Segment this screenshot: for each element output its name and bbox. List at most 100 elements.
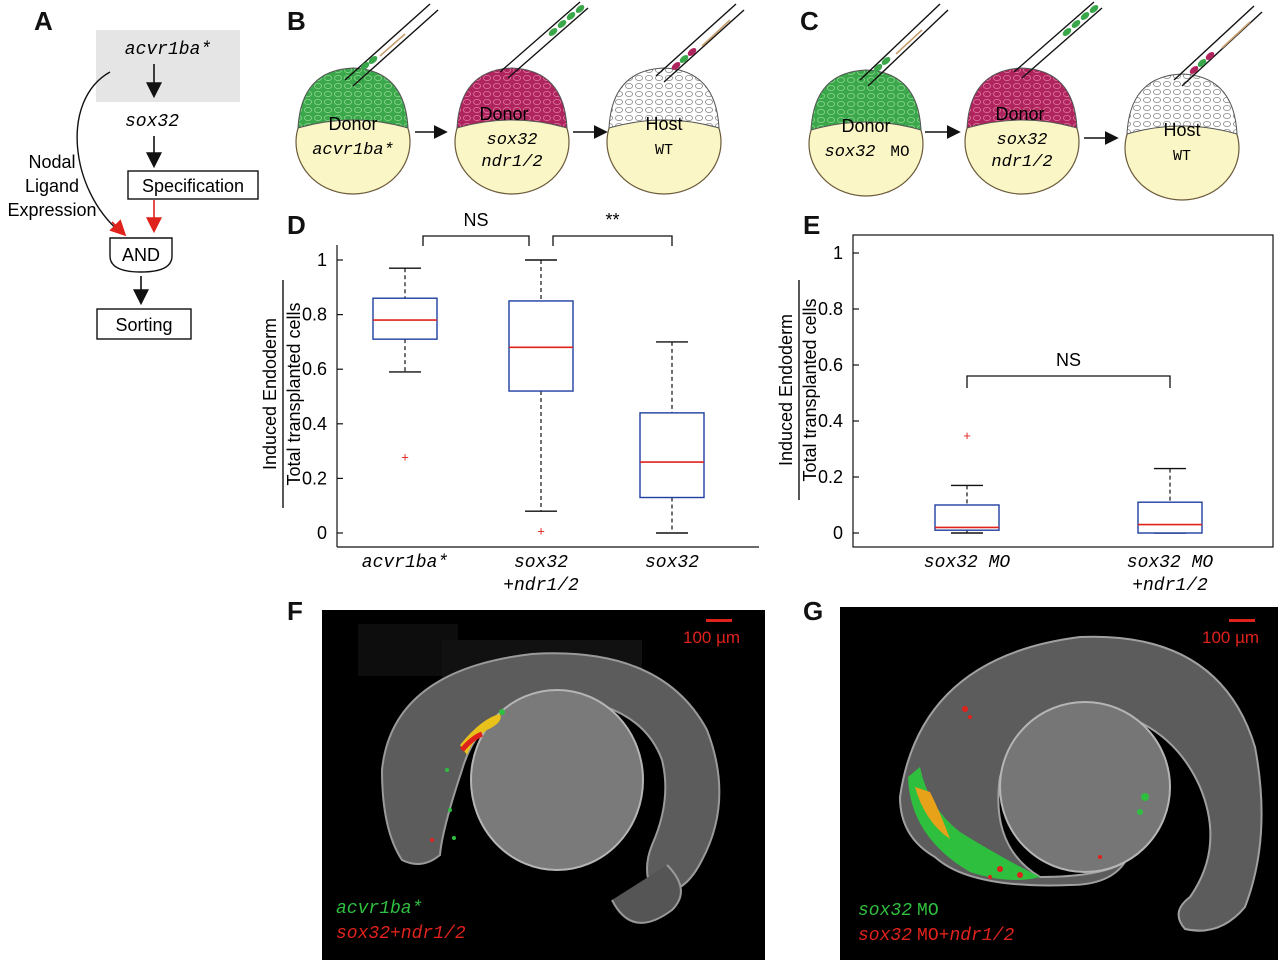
outlier-point: +	[537, 523, 545, 538]
micrograph-f-drawing	[322, 610, 765, 960]
chart-d-ylabel-numerator: Induced Endoderm	[260, 318, 280, 470]
embryo-outline	[380, 652, 721, 893]
embryo-c2: Donor sox32 ndr1/2	[964, 67, 1080, 195]
y-tick-label: 1	[317, 250, 327, 270]
panel-a-diagram: acvr1ba* sox32 Specification Nodal Ligan…	[7, 30, 259, 340]
panel-letter-e: E	[803, 210, 821, 240]
acvr1ba-highlight-box	[96, 30, 240, 102]
blastoderm-cap	[297, 67, 409, 129]
embryo-b1: Donor acvr1ba*	[295, 67, 411, 195]
embryo-c1-line2b: MO	[890, 143, 909, 161]
embryo-b2: Donor sox32 ndr1/2	[454, 67, 570, 195]
blastoderm-cap	[608, 67, 720, 129]
panel-letter-b: B	[287, 6, 306, 36]
chart-d: Induced Endoderm Total transplanted cell…	[260, 210, 759, 596]
y-tick-label: 0.8	[818, 299, 843, 319]
eye-region	[470, 689, 644, 871]
embryo-b1-line1: Donor	[328, 114, 377, 134]
embryo-c3-line1: Host	[1163, 120, 1200, 140]
legend-g-green: sox32 MO	[858, 899, 939, 921]
embryo-c1-line1: Donor	[841, 116, 890, 136]
legend-g-red-italic: sox32	[858, 926, 913, 946]
panel-letter-g: G	[803, 596, 824, 626]
box-iqr	[1137, 501, 1203, 534]
category-label: acvr1ba*	[362, 553, 448, 573]
significance-label: NS	[1056, 350, 1081, 370]
legend-f-red: sox32+ndr1/2	[336, 924, 466, 944]
category-label: sox32	[645, 553, 699, 573]
and-gate-shape	[109, 237, 173, 273]
y-tick-label: 0.2	[818, 467, 843, 487]
pipette-b2	[499, 1, 589, 79]
y-tick-label: 0	[317, 523, 327, 543]
micrograph-f	[322, 610, 765, 960]
significance-bracket	[966, 375, 1171, 388]
specification-box	[127, 170, 259, 200]
embryo-b2-line3: ndr1/2	[481, 153, 542, 172]
chart-e: Induced Endoderm Total transplanted cell…	[776, 234, 1274, 596]
legend-g-red-italic2: ndr1/2	[949, 926, 1015, 946]
y-tick-label: 0.6	[818, 355, 843, 375]
chart-d-ylabel-denominator: Total transplanted cells	[284, 302, 304, 485]
panel-letter-d: D	[287, 210, 306, 240]
embryo-c2-line2: sox32	[996, 131, 1047, 150]
pipette-c3	[1173, 5, 1263, 87]
category-label-line2: +ndr1/2	[503, 576, 579, 596]
nodal-label-line1: Nodal	[28, 152, 75, 172]
pipette-b3	[655, 3, 745, 83]
pipette-c1	[859, 3, 949, 87]
legend-g-green-plain: MO	[917, 901, 939, 921]
chart-e-ylabel-numerator: Induced Endoderm	[776, 314, 796, 466]
category-label-line2: +ndr1/2	[1132, 576, 1208, 596]
significance-bracket	[552, 235, 673, 246]
panel-b-diagram: Donor acvr1ba* Donor sox32 ndr1/2	[295, 1, 745, 195]
panel-c-diagram: Donor sox32 MO Donor sox32 ndr1/2	[808, 1, 1263, 201]
legend-g-red-plain: MO+	[917, 926, 950, 946]
legend-f-green: acvr1ba*	[336, 899, 423, 919]
red-cells-cluster	[460, 731, 484, 752]
box-iqr	[372, 297, 438, 340]
panel-letter-f: F	[287, 596, 303, 626]
sorting-box	[96, 308, 192, 340]
specification-label: Specification	[142, 176, 244, 196]
blastoderm-cap	[810, 69, 922, 131]
legend-g-red: sox32 MO+ndr1/2	[858, 924, 1014, 946]
pipette-c2	[1013, 1, 1103, 79]
embryo-b3-line1: Host	[645, 114, 682, 134]
box-iqr	[508, 300, 574, 392]
panel-a-gene-top: acvr1ba*	[125, 40, 211, 60]
and-gate-label: AND	[122, 245, 160, 265]
y-tick-label: 0.6	[302, 359, 327, 379]
yellow-overlap-cells	[915, 787, 950, 839]
pipette-b1	[344, 3, 439, 87]
embryo-b3-line2: WT	[655, 142, 673, 159]
outlier-point: +	[401, 450, 409, 465]
embryo-b2-line1: Donor	[479, 104, 528, 124]
scale-bar-g	[1229, 619, 1255, 622]
y-tick-label: 0.4	[302, 414, 327, 434]
eye-region	[999, 701, 1171, 873]
box-iqr	[639, 412, 705, 499]
scale-label-f: 100 µm	[683, 628, 741, 647]
embryo-c3-line2: WT	[1173, 148, 1191, 165]
box-iqr	[934, 504, 1000, 531]
y-tick-label: 0	[833, 523, 843, 543]
nodal-label-line2: Ligand	[25, 176, 79, 196]
scale-label-g: 100 µm	[1202, 628, 1260, 647]
blastoderm-cap	[1126, 73, 1238, 135]
embryo-c3: Host WT	[1124, 73, 1240, 201]
sorting-label: Sorting	[115, 315, 172, 335]
chart-e-frame	[852, 234, 1274, 548]
significance-bracket	[422, 235, 530, 246]
nodal-curve-path	[76, 71, 121, 233]
embryo-b2-line2: sox32	[486, 131, 537, 150]
y-tick-label: 0.2	[302, 468, 327, 488]
significance-label: **	[605, 210, 619, 230]
tail-tip	[611, 864, 682, 924]
embryo-b3: Host WT	[606, 67, 722, 195]
category-label: sox32	[514, 553, 568, 573]
y-tick-label: 1	[833, 243, 843, 263]
panel-a-gene-mid: sox32	[125, 112, 179, 132]
embryo-c2-line3: ndr1/2	[991, 153, 1052, 172]
category-label: sox32 MO	[1127, 553, 1214, 573]
